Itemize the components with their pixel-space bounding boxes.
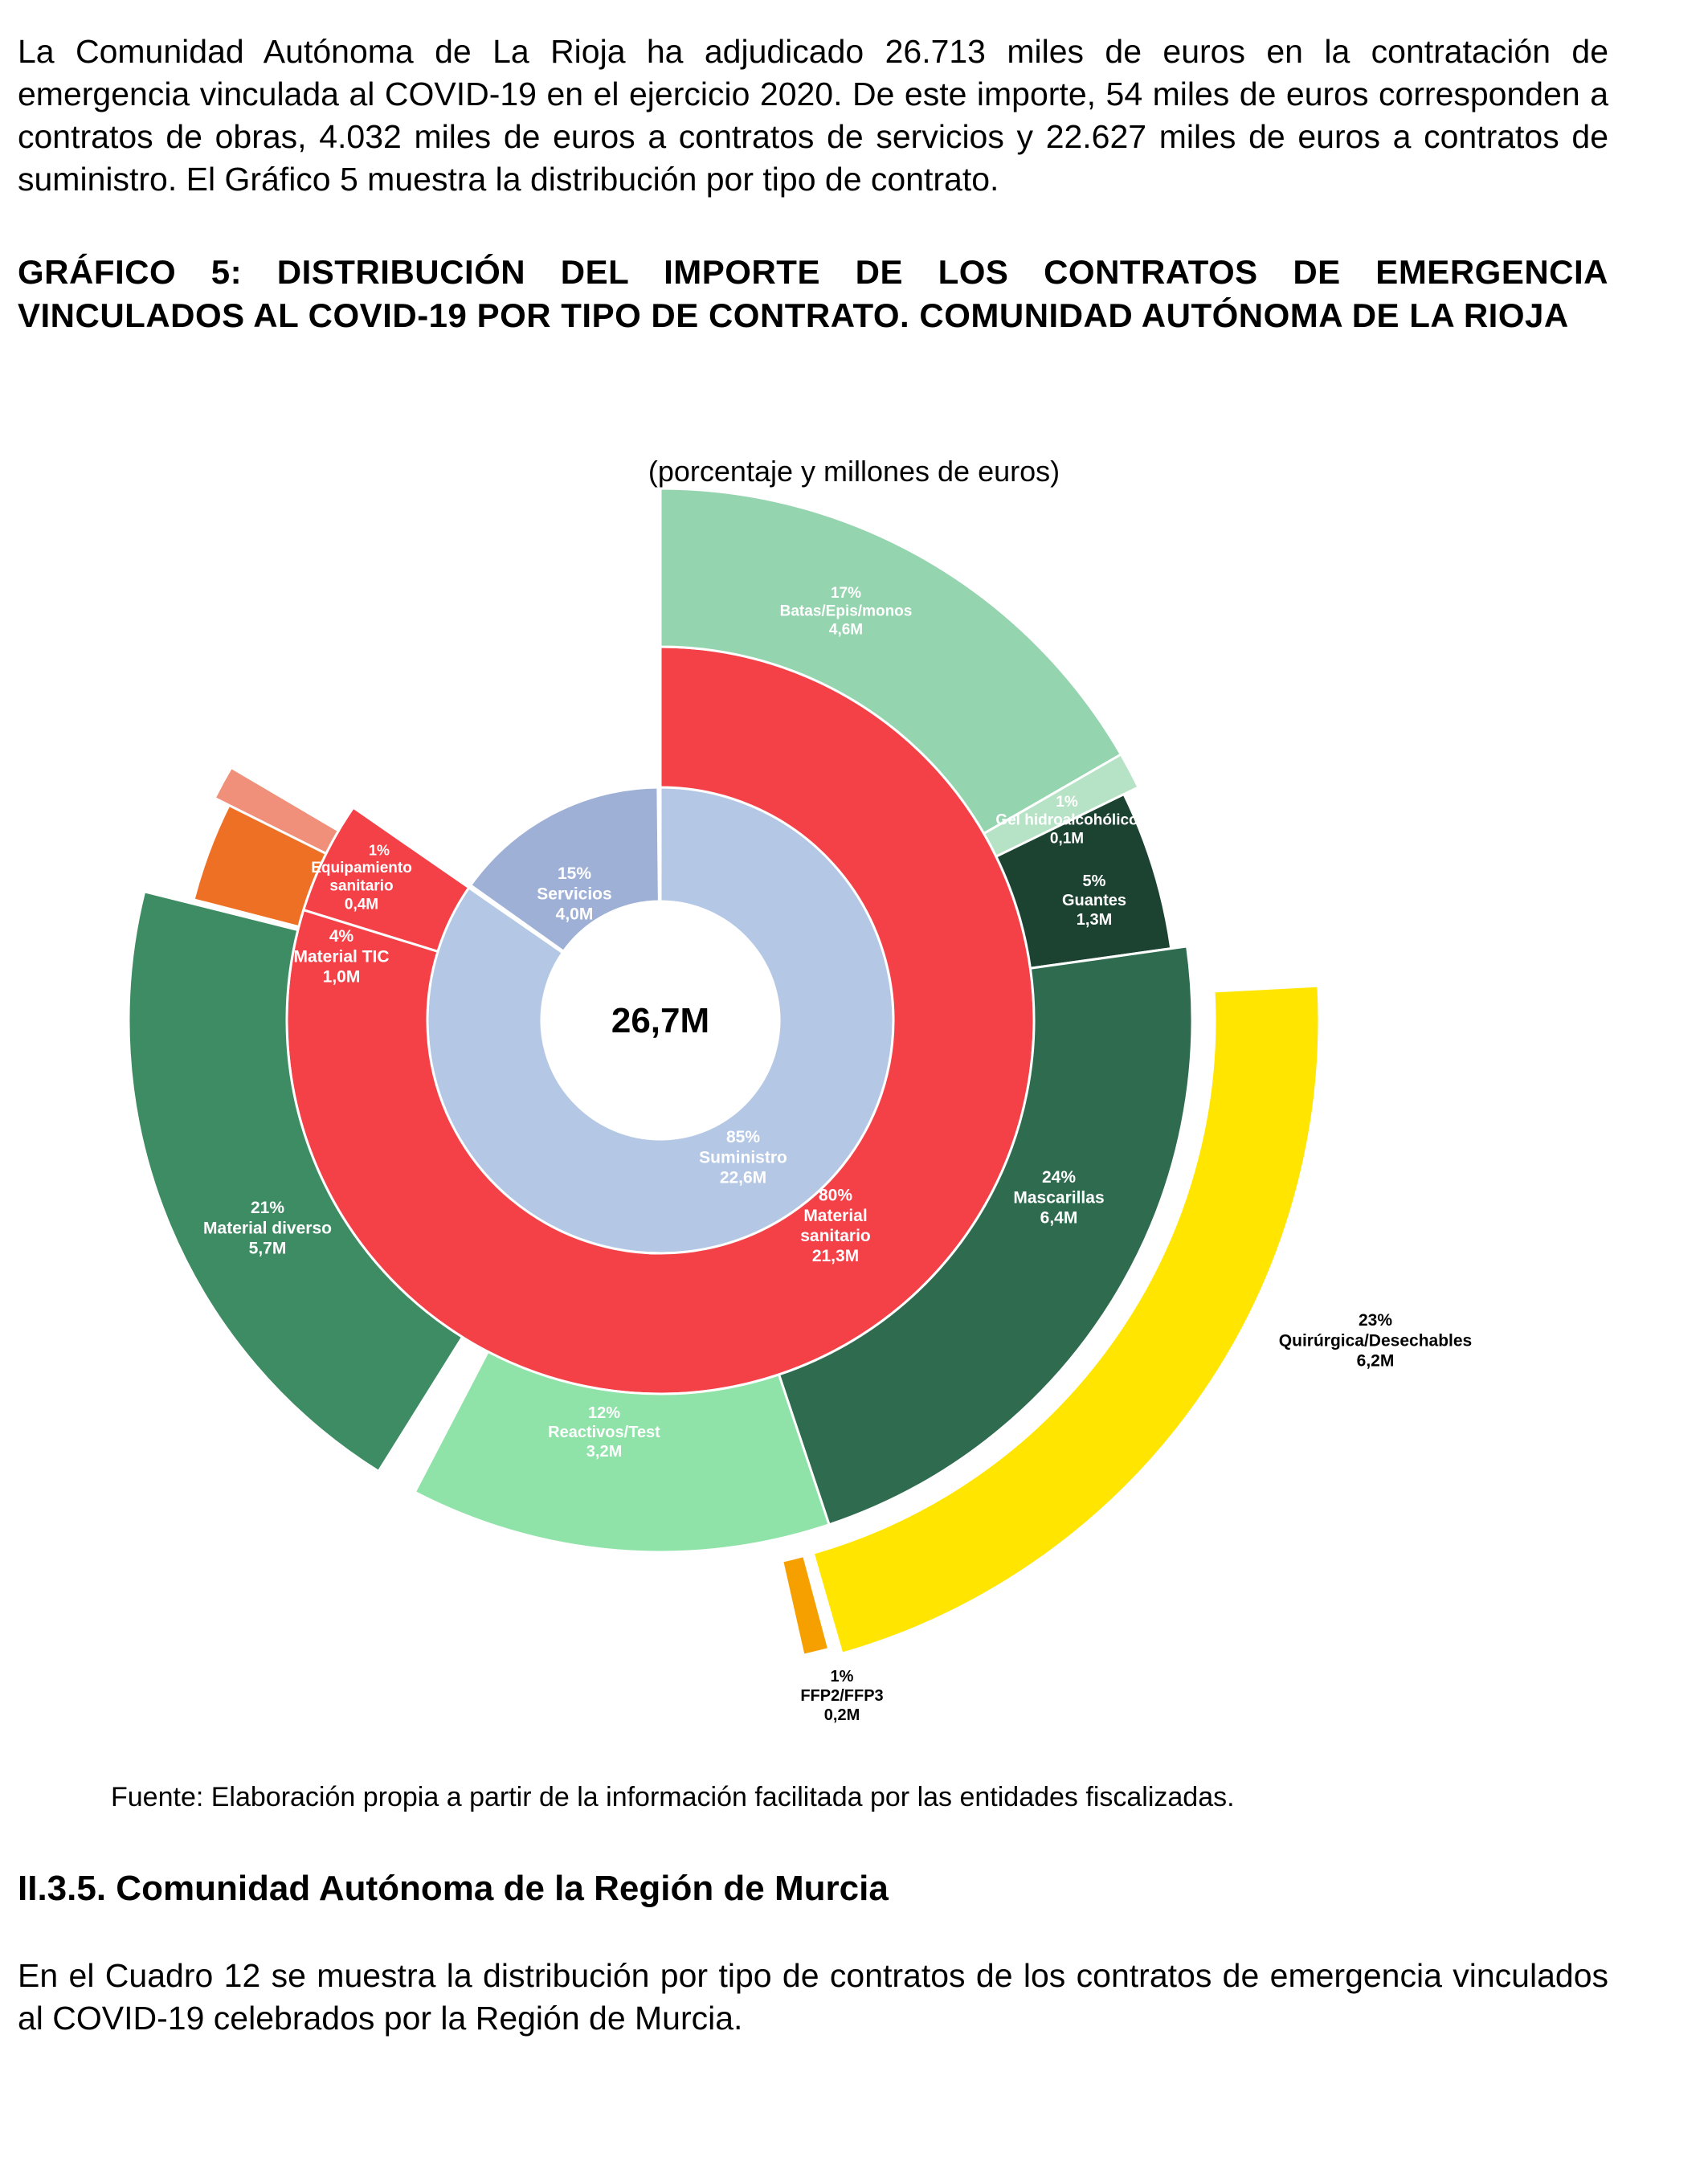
label-suministro: 85% Suministro 22,6M [699,1128,787,1187]
label-gel-line: Gel hidroalcohólico [995,812,1138,829]
label-reactivos-line: 3,2M [586,1443,622,1461]
label-servicios-line: Servicios [537,885,611,903]
label-material-sanitario-line: sanitario [800,1227,871,1245]
label-material-sanitario-line: 80% [819,1187,852,1205]
label-guantes-line: 1,3M [1077,911,1112,929]
segment-mascarillas [777,945,1194,1526]
label-quirurgica-line: 23% [1359,1311,1392,1330]
label-suministro-line: Suministro [699,1148,787,1167]
label-quirurgica-line: 6,2M [1357,1352,1395,1371]
label-guantes: 5% Guantes 1,3M [1062,872,1126,929]
label-material-diverso-line: 21% [251,1199,284,1217]
label-quirurgica: 23% Quirúrgica/Desechables 6,2M [1279,1311,1472,1370]
label-material-tic-line: 1,0M [323,968,361,987]
label-gel: 1% Gel hidroalcohólico 0,1M [995,794,1138,848]
label-mascarillas-line: 24% [1042,1168,1076,1187]
label-suministro-line: 22,6M [720,1169,766,1187]
segment-batas-epis-monos [659,487,1123,836]
intro-paragraph: La Comunidad Autónoma de La Rioja ha adj… [18,33,1608,198]
label-guantes-line: Guantes [1062,892,1126,909]
closing-paragraph: En el Cuadro 12 se muestra la distribuci… [18,1957,1608,2037]
label-servicios-line: 4,0M [556,905,594,924]
chart-subtitle: (porcentaje y millones de euros) [648,455,1060,488]
label-material-tic: 4% Material TIC 1,0M [293,927,389,986]
label-tic-pct-line: 1% [369,842,390,858]
label-material-diverso-line: Material diverso [203,1219,332,1237]
label-guantes-line: 5% [1083,872,1106,890]
label-quirurgica-line: Quirúrgica/Desechables [1279,1331,1472,1350]
label-material-sanitario-line: Material [803,1207,867,1225]
label-equipamiento: Equipamiento sanitario 0,4M [311,860,412,913]
label-equipamiento-line: sanitario [329,878,393,895]
segment-ffp2-ffp3 [780,1554,831,1657]
label-ffp2-line: 0,2M [824,1706,860,1724]
label-servicios-line: 15% [558,864,591,883]
label-material-diverso: 21% Material diverso 5,7M [203,1199,332,1257]
label-mascarillas-line: Mascarillas [1013,1188,1104,1207]
label-batas-line: Batas/Epis/monos [780,603,913,620]
label-ffp2-line: FFP2/FFP3 [800,1687,883,1705]
label-material-sanitario-line: 21,3M [812,1247,859,1265]
segment-material-tic-1 [213,766,341,856]
segment-servicios [468,786,660,954]
label-batas-line: 4,6M [829,621,863,638]
label-reactivos: 12% Reactivos/Test 3,2M [548,1404,660,1461]
label-tic-pct: 1% [369,842,390,858]
source-note: Fuente: Elaboración propia a partir de l… [111,1782,1235,1812]
section-heading: II.3.5. Comunidad Autónoma de la Región … [18,1869,889,1908]
center-total-label: 26,7M [611,1001,709,1040]
label-batas-line: 17% [831,585,861,602]
label-batas: 17% Batas/Epis/monos 4,6M [780,585,913,639]
label-gel-line: 1% [1056,794,1078,811]
label-suministro-line: 85% [726,1128,760,1146]
label-material-diverso-line: 5,7M [249,1240,287,1258]
segment-material-diverso [127,890,464,1473]
label-material-tic-line: 4% [329,927,354,946]
label-material-sanitario: 80% Material sanitario 21,3M [800,1187,871,1266]
label-ffp2-line: 1% [831,1668,854,1686]
label-material-tic-line: Material TIC [293,947,389,966]
label-ffp2: 1% FFP2/FFP3 0,2M [800,1668,883,1724]
label-equipamiento-line: Equipamiento [311,860,412,876]
segment-quirurgica-desechables [811,984,1321,1656]
label-gel-line: 0,1M [1050,830,1084,847]
segment-reactivos-test [413,1350,831,1554]
figure-title: GRÁFICO 5: DISTRIBUCIÓN DEL IMPORTE DE L… [18,253,1608,334]
label-servicios: 15% Servicios 4,0M [537,864,611,923]
label-reactivos-line: Reactivos/Test [548,1424,660,1441]
label-mascarillas-line: 6,4M [1040,1209,1078,1228]
label-mascarillas: 24% Mascarillas 6,4M [1013,1168,1104,1227]
sunburst-chart: 85% Suministro 22,6M 15% Servicios 4,0M 80% Mat… [127,487,1472,1724]
label-reactivos-line: 12% [588,1404,620,1422]
label-equipamiento-line: 0,4M [345,896,378,913]
